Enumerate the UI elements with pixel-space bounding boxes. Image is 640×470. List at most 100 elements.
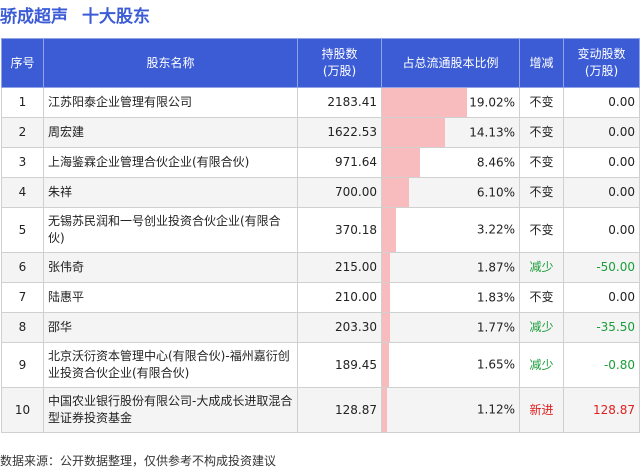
holder-name-cell: 朱祥 (43, 177, 298, 208)
holder-name-cell: 中国农业银行股份有限公司-大成成长进取混合型证券投资基金 (43, 387, 298, 433)
data-source-footer: 数据来源：公开数据整理，仅供参考不构成投资建议 (0, 454, 277, 468)
table-row: 9 北京沃衍资本管理中心(有限合伙)-福州嘉衍创业投资合伙企业(有限合伙) 189.… (1, 342, 640, 388)
ratio-value: 8.46% (476, 155, 515, 169)
ratio-bar (382, 148, 420, 177)
ratio-cell: 6.10% (381, 177, 520, 208)
rank-cell: 1 (1, 87, 44, 118)
change-direction-cell: 减少 (519, 312, 564, 343)
ratio-value: 1.12% (476, 402, 515, 417)
ratio-cell: 14.13% (381, 117, 520, 148)
header-rank: 序号 (1, 38, 44, 88)
change-direction-cell: 不变 (519, 207, 564, 253)
ratio-value: 3.22% (476, 222, 515, 237)
ratio-bar (382, 253, 391, 282)
rank-cell: 6 (1, 252, 44, 283)
holder-name-cell: 北京沃衍资本管理中心(有限合伙)-福州嘉衍创业投资合伙企业(有限合伙) (43, 342, 298, 388)
ratio-cell: 1.65% (381, 342, 520, 388)
rank-cell: 9 (1, 342, 44, 388)
header-shares: 持股数 (万股) (297, 38, 382, 88)
ratio-bar (382, 178, 410, 207)
rank-cell: 7 (1, 282, 44, 313)
ratio-bar (382, 313, 390, 342)
change-direction-cell: 减少 (519, 252, 564, 283)
change-amount-cell: 0.00 (563, 207, 640, 253)
header-ratio: 占总流通股本比例 (381, 38, 520, 88)
ratio-bar (382, 388, 387, 432)
ratio-cell: 8.46% (381, 147, 520, 178)
rank-cell: 5 (1, 207, 44, 253)
change-direction-cell: 新进 (519, 387, 564, 433)
holder-name-cell: 张伟奇 (43, 252, 298, 283)
ratio-cell: 3.22% (381, 207, 520, 253)
ratio-value: 1.77% (476, 320, 515, 334)
change-amount-cell: 0.00 (563, 87, 640, 118)
rank-cell: 2 (1, 117, 44, 148)
ratio-value: 1.87% (476, 260, 515, 274)
ratio-value: 1.83% (476, 290, 515, 304)
table-row: 10 中国农业银行股份有限公司-大成成长进取混合型证券投资基金 128.87 1.12… (1, 387, 640, 433)
ratio-cell: 1.12% (381, 387, 520, 433)
table-row: 7 陆惠平 210.00 1.83% 不变 0.00 (1, 282, 640, 313)
table-header-row: 序号 股东名称 持股数 (万股) 占总流通股本比例 增减 变动股数 (万股) (1, 38, 640, 88)
change-amount-cell: -50.00 (563, 252, 640, 283)
change-direction-cell: 不变 (519, 117, 564, 148)
rank-cell: 8 (1, 312, 44, 343)
holder-name-cell: 上海鉴霖企业管理合伙企业(有限合伙) (43, 147, 298, 178)
change-amount-cell: 0.00 (563, 177, 640, 208)
change-direction-cell: 不变 (519, 87, 564, 118)
change-direction-cell: 不变 (519, 177, 564, 208)
ratio-cell: 19.02% (381, 87, 520, 118)
holder-name-cell: 江苏阳泰企业管理有限公司 (43, 87, 298, 118)
table-row: 1 江苏阳泰企业管理有限公司 2183.41 19.02% 不变 0.00 (1, 87, 640, 118)
header-holder: 股东名称 (43, 38, 298, 88)
change-amount-cell: 128.87 (563, 387, 640, 433)
section-title: 十大股东 (82, 7, 150, 27)
shares-cell: 203.30 (297, 312, 382, 343)
ratio-bar (382, 118, 446, 147)
top-holders-table: 序号 股东名称 持股数 (万股) 占总流通股本比例 增减 变动股数 (万股) 1… (1, 38, 640, 433)
table-row: 6 张伟奇 215.00 1.87% 减少 -50.00 (1, 252, 640, 283)
shares-cell: 700.00 (297, 177, 382, 208)
ratio-value: 19.02% (469, 95, 515, 109)
change-amount-cell: -35.50 (563, 312, 640, 343)
change-direction-cell: 不变 (519, 147, 564, 178)
change-amount-cell: 0.00 (563, 282, 640, 313)
shares-cell: 189.45 (297, 342, 382, 388)
table-row: 8 邵华 203.30 1.77% 减少 -35.50 (1, 312, 640, 343)
table-row: 5 无锡苏民润和一号创业投资合伙企业(有限合伙) 370.18 3.22% 不变 0.00 (1, 207, 640, 253)
page-title: 骄成超声 十大股东 (0, 2, 150, 30)
change-amount-cell: 0.00 (563, 147, 640, 178)
ratio-cell: 1.87% (381, 252, 520, 283)
company-name: 骄成超声 (0, 7, 68, 27)
holder-name-cell: 邵华 (43, 312, 298, 343)
change-amount-cell: 0.00 (563, 117, 640, 148)
holder-name-cell: 陆惠平 (43, 282, 298, 313)
ratio-value: 14.13% (469, 125, 515, 139)
ratio-value: 1.65% (476, 357, 515, 372)
holder-name-cell: 周宏建 (43, 117, 298, 148)
change-direction-cell: 减少 (519, 342, 564, 388)
table-row: 2 周宏建 1622.53 14.13% 不变 0.00 (1, 117, 640, 148)
rank-cell: 4 (1, 177, 44, 208)
ratio-cell: 1.83% (381, 282, 520, 313)
rank-cell: 10 (1, 387, 44, 433)
change-direction-cell: 不变 (519, 282, 564, 313)
header-change-dir: 增减 (519, 38, 564, 88)
shares-cell: 1622.53 (297, 117, 382, 148)
table-row: 3 上海鉴霖企业管理合伙企业(有限合伙) 971.64 8.46% 不变 0.00 (1, 147, 640, 178)
shares-cell: 128.87 (297, 387, 382, 433)
table-row: 4 朱祥 700.00 6.10% 不变 0.00 (1, 177, 640, 208)
ratio-bar (382, 88, 467, 117)
ratio-cell: 1.77% (381, 312, 520, 343)
holder-name-cell: 无锡苏民润和一号创业投资合伙企业(有限合伙) (43, 207, 298, 253)
shares-cell: 210.00 (297, 282, 382, 313)
header-change-amt: 变动股数 (万股) (563, 38, 640, 88)
change-amount-cell: -0.80 (563, 342, 640, 388)
shares-cell: 971.64 (297, 147, 382, 178)
shares-cell: 370.18 (297, 207, 382, 253)
shares-cell: 2183.41 (297, 87, 382, 118)
shares-cell: 215.00 (297, 252, 382, 283)
ratio-bar (382, 208, 397, 252)
ratio-bar (382, 283, 391, 312)
ratio-bar (382, 343, 390, 387)
